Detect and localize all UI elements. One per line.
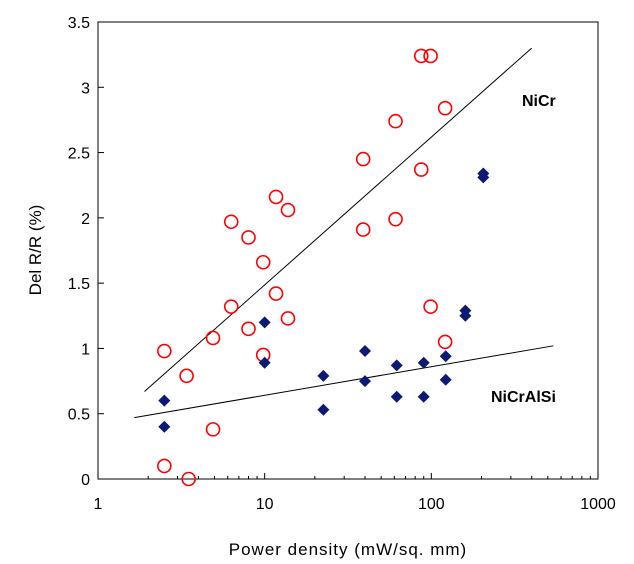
point-nicralsi <box>390 390 403 403</box>
point-nicralsi <box>317 369 330 382</box>
y-tick-label: 0 <box>81 472 90 489</box>
y-tick-label: 1.5 <box>68 276 90 293</box>
fit-lines <box>134 47 554 419</box>
x-tick-label: 1000 <box>580 496 616 513</box>
point-nicr <box>413 48 429 64</box>
point-nicralsi <box>439 350 452 363</box>
point-nicr <box>205 422 221 437</box>
point-nicralsi <box>477 171 490 184</box>
point-nicralsi <box>258 316 271 329</box>
fit-line-nicralsi <box>134 345 554 419</box>
point-nicr <box>223 214 239 230</box>
point-nicralsi <box>390 359 403 372</box>
point-nicr <box>280 202 296 218</box>
data-points <box>157 48 490 487</box>
plot-area <box>97 21 599 480</box>
y-tick-label: 1 <box>81 341 90 358</box>
point-nicr <box>280 311 296 326</box>
point-nicr <box>223 299 239 314</box>
fit-line-nicr <box>144 47 533 392</box>
point-nicr <box>181 471 196 487</box>
y-axis-title: Del R/R (%) <box>26 205 45 296</box>
y-tick-label: 0.5 <box>68 407 90 424</box>
x-tick-label: 1 <box>94 496 103 513</box>
axis-ticks: 0 0.5 1 1.5 2 2.5 3 3.5 1 10 100 1000 <box>68 15 616 513</box>
point-nicralsi <box>158 394 171 407</box>
point-nicr <box>241 321 256 337</box>
point-nicr <box>255 254 271 270</box>
point-nicralsi <box>317 403 330 416</box>
point-nicr <box>355 151 371 167</box>
point-nicralsi <box>417 390 430 403</box>
point-nicralsi <box>359 345 372 358</box>
y-tick-label: 3 <box>81 80 90 97</box>
point-nicr <box>205 330 221 346</box>
point-nicralsi <box>459 309 472 322</box>
y-tick-label: 2 <box>81 211 90 228</box>
point-nicr <box>423 299 438 314</box>
point-nicr <box>157 458 172 474</box>
series-label-nicralsi: NiCrAlSi <box>491 389 556 406</box>
point-nicr <box>241 230 256 245</box>
point-nicralsi <box>439 373 452 386</box>
point-nicr <box>268 286 284 301</box>
point-nicr <box>355 222 371 237</box>
y-tick-label: 3.5 <box>68 15 90 32</box>
point-nicralsi <box>158 420 171 433</box>
x-axis-title: Power density (mW/sq. mm) <box>229 540 467 559</box>
point-nicr <box>157 343 172 359</box>
point-nicr <box>437 100 453 116</box>
point-nicr <box>388 211 403 227</box>
point-nicr <box>268 189 284 205</box>
point-nicr <box>423 48 438 64</box>
point-nicr <box>413 162 429 177</box>
point-nicralsi <box>258 356 271 369</box>
point-nicralsi <box>359 375 372 388</box>
point-nicr <box>179 368 194 384</box>
x-tick-label: 10 <box>256 496 274 513</box>
y-tick-label: 2.5 <box>68 146 90 163</box>
x-tick-label: 100 <box>418 496 445 513</box>
point-nicralsi <box>417 356 430 369</box>
point-nicr <box>437 334 453 350</box>
series-label-nicr: NiCr <box>522 93 556 110</box>
point-nicr <box>388 113 403 129</box>
